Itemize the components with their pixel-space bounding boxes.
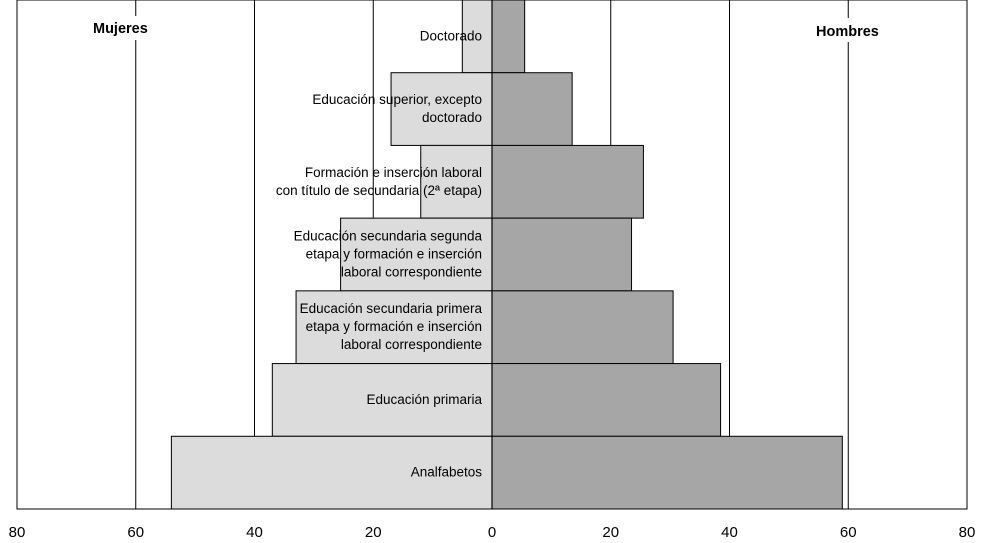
- bar-mujeres: [271, 363, 493, 437]
- side-label-mujeres: Mujeres: [93, 21, 148, 37]
- side-labels: Mujeres Hombres: [86, 16, 926, 42]
- category-label: Educación primaria: [366, 392, 482, 407]
- category-label: con título de secundaria (2ª etapa): [276, 183, 482, 198]
- category-label: doctorado: [422, 110, 482, 125]
- side-label-hombres: Hombres: [816, 24, 879, 40]
- category-label: Analfabetos: [411, 465, 483, 480]
- bar-mujeres: [170, 435, 493, 510]
- x-tick-label: 60: [840, 524, 857, 541]
- bar-mujeres: [295, 290, 493, 365]
- category-label: Doctorado: [420, 28, 482, 43]
- x-tick-label: 0: [488, 524, 496, 541]
- x-tick-label: 20: [602, 524, 619, 541]
- x-tick-label: 40: [721, 524, 738, 541]
- x-tick-label: 60: [127, 524, 144, 541]
- category-label: Educación secundaria primera: [300, 301, 483, 316]
- x-tick-label: 20: [365, 524, 382, 541]
- bar-hombres: [491, 290, 674, 365]
- category-label: Educación superior, excepto: [312, 92, 482, 107]
- bar-hombres: [491, 144, 644, 219]
- x-tick-label: 80: [959, 524, 976, 541]
- category-label: laboral correspondiente: [341, 265, 482, 280]
- bar-hombres: [491, 217, 633, 292]
- bar-hombres: [491, 72, 573, 146]
- category-label: laboral correspondiente: [341, 337, 482, 352]
- category-label: etapa y formación e inserción: [306, 319, 482, 334]
- category-label: etapa y formación e inserción: [306, 247, 482, 262]
- category-label: Educación secundaria segunda: [294, 229, 483, 244]
- bar-hombres: [491, 435, 843, 510]
- side-label-bg: [808, 18, 926, 42]
- bar-mujeres: [420, 144, 493, 219]
- category-labels: Doctorado Educación superior, excepto doct…: [276, 28, 483, 479]
- x-tick-label: 80: [9, 524, 26, 541]
- category-label: Formación e inserción laboral: [305, 165, 482, 180]
- bar-hombres: [491, 363, 722, 437]
- side-label-bg: [86, 16, 164, 40]
- x-tick-label: 40: [246, 524, 263, 541]
- bar-hombres: [491, 0, 526, 74]
- bars-group: [170, 0, 843, 510]
- x-tick-labels: 80 60 40 20 0 20 40 60 80: [9, 524, 976, 541]
- bar-mujeres: [461, 0, 493, 74]
- bar-mujeres: [340, 217, 493, 292]
- bar-mujeres: [390, 72, 493, 146]
